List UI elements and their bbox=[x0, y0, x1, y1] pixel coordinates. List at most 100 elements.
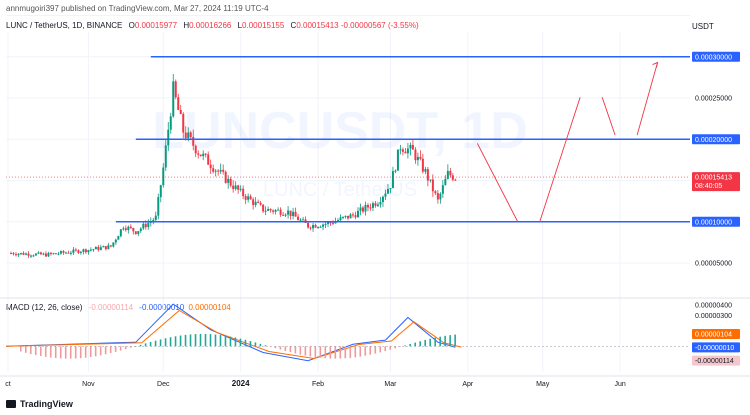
macd-value-tag bbox=[692, 342, 740, 353]
macd-histogram-bar bbox=[199, 333, 202, 347]
countdown-label: 08:40:05 bbox=[695, 183, 722, 190]
macd-histogram-bar bbox=[359, 346, 362, 357]
candle-body bbox=[237, 185, 240, 190]
candle-body bbox=[299, 219, 302, 221]
candle-body bbox=[87, 250, 90, 253]
last-price-label: 0.00015413 bbox=[695, 175, 732, 182]
macd-histogram-bar bbox=[294, 346, 297, 354]
candle-body bbox=[27, 253, 30, 256]
projection-segment bbox=[539, 97, 581, 222]
candle-body bbox=[361, 207, 364, 212]
macd-histogram-bar bbox=[119, 346, 122, 351]
ohlc-open-key: O bbox=[128, 21, 135, 30]
tradingview-footer[interactable]: TradingView bbox=[6, 399, 73, 409]
macd-y-tick-label: 0.00000400 bbox=[695, 303, 732, 310]
candle-body bbox=[244, 196, 247, 200]
candle-body bbox=[294, 211, 297, 217]
candle-body bbox=[12, 253, 15, 255]
macd-histogram-bar bbox=[109, 346, 112, 354]
candle-body bbox=[24, 253, 27, 255]
candle-body bbox=[92, 249, 95, 251]
macd-histogram-bar bbox=[394, 346, 397, 349]
candle-body bbox=[74, 249, 77, 251]
candle-body bbox=[284, 214, 287, 216]
candle-body bbox=[174, 81, 177, 98]
candle-body bbox=[177, 97, 180, 110]
macd-histogram-bar bbox=[399, 346, 402, 347]
projection-segment bbox=[601, 97, 616, 136]
candle-body bbox=[239, 188, 242, 190]
currency-label[interactable]: USDT bbox=[692, 22, 714, 31]
candle-body bbox=[222, 169, 225, 172]
candle-body bbox=[29, 255, 32, 257]
macd-line bbox=[5, 303, 456, 362]
candle-body bbox=[332, 222, 335, 224]
macd-histogram-bar bbox=[54, 346, 57, 359]
macd-histogram-bar bbox=[244, 339, 247, 347]
candle-body bbox=[359, 207, 362, 211]
candle-body bbox=[324, 223, 327, 225]
candle-body bbox=[127, 226, 130, 231]
ohlc-high-key: H bbox=[183, 21, 190, 30]
macd-value-signal: 0.00000104 bbox=[188, 303, 231, 312]
macd-histogram-bar bbox=[79, 346, 82, 359]
ohlc-low-key: L bbox=[237, 21, 243, 30]
macd-value-tag bbox=[692, 355, 740, 366]
macd-histogram-bar bbox=[154, 340, 157, 347]
candle-body bbox=[269, 209, 272, 211]
macd-histogram-bar bbox=[344, 346, 347, 359]
last-price-tag bbox=[692, 172, 740, 192]
candle-body bbox=[169, 116, 172, 130]
candle-body bbox=[182, 113, 185, 133]
candle-body bbox=[204, 153, 207, 155]
candle-body bbox=[441, 185, 444, 194]
macd-histogram-bar bbox=[139, 344, 142, 347]
candle-body bbox=[42, 253, 45, 255]
watermark-ticker: LUNCUSDT, 1D bbox=[152, 102, 528, 160]
candle-body bbox=[322, 224, 325, 227]
macd-value-tag-label: -0.00000010 bbox=[695, 345, 734, 352]
candle-body bbox=[99, 247, 102, 250]
macd-histogram-bar bbox=[164, 338, 167, 347]
candle-body bbox=[17, 253, 20, 256]
candle-body bbox=[436, 193, 439, 200]
symbol-legend: LUNC / TetherUS, 1D, BINANCE O0.00015977… bbox=[6, 21, 419, 30]
candle-body bbox=[389, 188, 392, 190]
level-price-tag bbox=[692, 134, 740, 145]
candle-body bbox=[202, 153, 205, 157]
candle-body bbox=[194, 145, 197, 154]
candle-body bbox=[292, 211, 295, 217]
chart-header: annmugoiri397 published on TradingView.c… bbox=[0, 0, 750, 16]
macd-histogram-bar bbox=[284, 346, 287, 351]
candle-body bbox=[274, 210, 277, 212]
candle-body bbox=[252, 199, 255, 205]
candle-body bbox=[264, 210, 267, 212]
macd-histogram-bar bbox=[99, 346, 102, 356]
candle-body bbox=[139, 228, 142, 232]
published-byline: annmugoiri397 published on TradingView.c… bbox=[6, 4, 269, 13]
macd-value-line: -0.00000010 bbox=[139, 303, 185, 312]
candle-body bbox=[419, 156, 422, 159]
candle-body bbox=[97, 246, 100, 250]
candle-body bbox=[47, 252, 50, 257]
macd-histogram-bar bbox=[374, 346, 377, 354]
candle-body bbox=[449, 170, 452, 176]
candle-body bbox=[424, 169, 427, 172]
macd-histogram-bar bbox=[114, 346, 117, 352]
candle-body bbox=[439, 193, 442, 200]
candle-body bbox=[399, 149, 402, 151]
macd-histogram-bar bbox=[424, 339, 426, 347]
candle-body bbox=[277, 209, 280, 211]
candle-body bbox=[124, 228, 127, 231]
candle-body bbox=[79, 251, 82, 253]
level-price-tag-label: 0.00010000 bbox=[695, 219, 732, 226]
candle-body bbox=[32, 255, 35, 257]
candle-body bbox=[232, 185, 235, 190]
macd-histogram-bar bbox=[39, 346, 42, 357]
macd-histogram-bar bbox=[454, 334, 456, 347]
macd-histogram-bar bbox=[364, 346, 367, 356]
macd-histogram-bar bbox=[254, 342, 257, 347]
macd-histogram-bar bbox=[279, 346, 282, 350]
candle-body bbox=[52, 253, 55, 255]
